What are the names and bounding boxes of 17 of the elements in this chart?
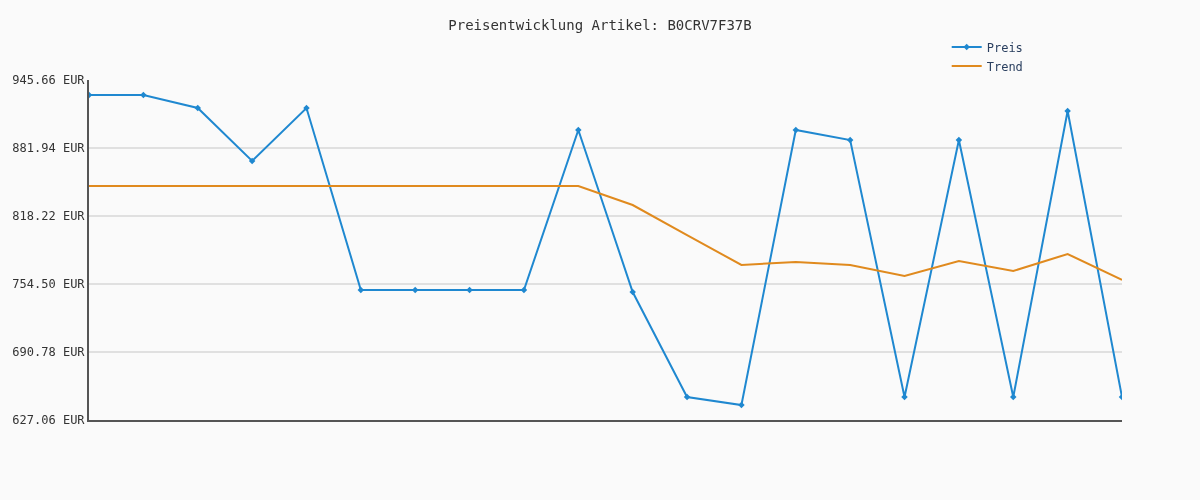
point [792,126,800,134]
y-tick-label: 754.50 EUR [12,277,86,292]
line-series [89,91,1122,409]
line-series [89,185,1122,281]
legend-label: Trend [986,59,1023,74]
y-tick-label: 627.06 EUR [12,413,86,428]
point [248,157,256,165]
point [520,286,528,294]
chart-title: Preisentwicklung Artikel: B0CRV7F37B [448,16,752,33]
y-tick-label: 881.94 EUR [12,141,86,156]
y-tick-label: 818.22 EUR [12,209,86,224]
point [194,104,201,112]
point [683,393,691,401]
y-tick-label: 945.66 EUR [12,73,86,88]
y-tick-label: 690.78 EUR [12,345,86,360]
point [846,136,854,144]
legend-label: Preis [986,40,1023,55]
